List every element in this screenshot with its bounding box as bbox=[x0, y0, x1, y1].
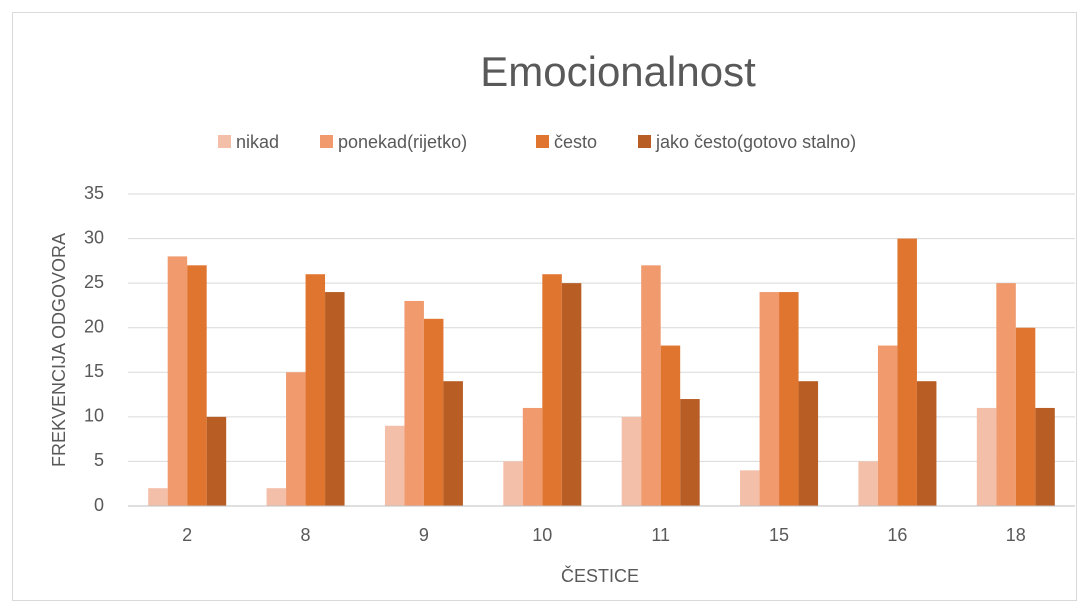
bar bbox=[897, 238, 917, 507]
legend-label: ponekad(rijetko) bbox=[338, 132, 467, 152]
bar bbox=[423, 318, 444, 506]
x-tick-label: 2 bbox=[182, 525, 192, 545]
x-axis-label: ČESTICE bbox=[561, 565, 639, 586]
y-tick-label: 25 bbox=[84, 272, 104, 292]
bar bbox=[976, 407, 997, 506]
bar bbox=[621, 416, 642, 506]
bar bbox=[660, 345, 681, 506]
x-tick-label: 9 bbox=[419, 525, 429, 545]
legend-label: često bbox=[554, 132, 597, 152]
bar bbox=[877, 345, 898, 506]
y-tick-label: 15 bbox=[84, 361, 104, 381]
legend-label: jako često(gotovo stalno) bbox=[655, 132, 856, 152]
bar bbox=[759, 292, 780, 506]
bar bbox=[522, 407, 543, 506]
legend-swatch bbox=[638, 135, 651, 148]
y-tick-label: 5 bbox=[94, 450, 104, 470]
bar bbox=[167, 256, 188, 506]
legend-swatch bbox=[320, 135, 333, 148]
bar bbox=[858, 461, 878, 506]
bar bbox=[286, 372, 306, 506]
y-tick-label: 30 bbox=[84, 227, 104, 247]
bar bbox=[680, 399, 700, 506]
bar bbox=[305, 274, 326, 506]
chart-title: Emocionalnost bbox=[480, 48, 756, 95]
y-tick-label: 10 bbox=[84, 406, 104, 426]
x-tick-label: 15 bbox=[769, 525, 789, 545]
bar bbox=[561, 283, 582, 506]
legend-label: nikad bbox=[236, 132, 279, 152]
x-tick-label: 16 bbox=[887, 525, 907, 545]
x-tick-label: 10 bbox=[532, 525, 552, 545]
bar bbox=[542, 274, 562, 506]
bar bbox=[641, 265, 661, 506]
bar bbox=[187, 265, 207, 506]
legend-swatch bbox=[218, 135, 231, 148]
bar bbox=[148, 488, 168, 506]
bar bbox=[798, 381, 819, 506]
bar bbox=[916, 381, 937, 506]
legend-swatch bbox=[536, 135, 549, 148]
bar bbox=[266, 488, 287, 506]
x-tick-label: 11 bbox=[651, 525, 670, 545]
bar bbox=[1015, 327, 1036, 506]
bar bbox=[996, 283, 1016, 506]
bar bbox=[206, 416, 227, 506]
y-tick-label: 35 bbox=[84, 183, 104, 203]
bar bbox=[325, 292, 345, 506]
bar bbox=[779, 292, 799, 506]
bar bbox=[384, 425, 405, 506]
x-tick-label: 8 bbox=[301, 525, 311, 545]
bar bbox=[740, 470, 760, 506]
y-axis-label: FREKVENCIJA ODGOVORA bbox=[49, 233, 69, 467]
x-tick-label: 18 bbox=[1006, 525, 1026, 545]
bar bbox=[1035, 407, 1055, 506]
bar bbox=[404, 300, 424, 506]
bar bbox=[503, 461, 523, 506]
bar bbox=[443, 381, 463, 506]
y-tick-label: 20 bbox=[84, 316, 104, 336]
y-tick-label: 0 bbox=[94, 495, 104, 515]
